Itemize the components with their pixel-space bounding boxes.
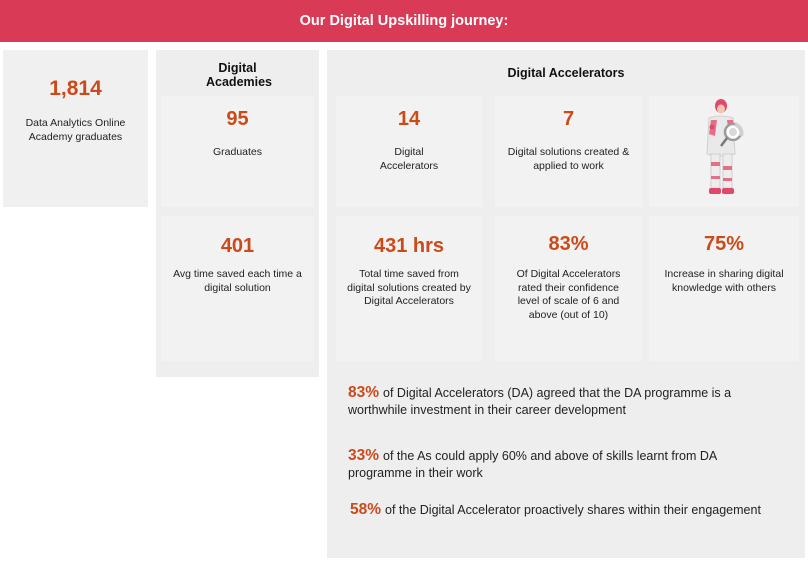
confidence-level-card: 83% Of Digital Accelerators rated their … — [495, 216, 642, 361]
academies-graduates-value: 95 — [226, 108, 249, 130]
total-time-saved-label: Total time saved from digital solutions … — [347, 268, 471, 307]
statement-skills-applied: 33% of the As could apply 60% and above o… — [348, 447, 743, 482]
page-header: Our Digital Upskilling journey: — [0, 0, 808, 42]
confidence-level-label: Of Digital Accelerators rated their conf… — [516, 268, 621, 321]
digital-accelerators-title: Digital Accelerators — [507, 66, 625, 80]
academies-graduates-card: 95 Graduates — [161, 96, 314, 207]
academies-time-saved-value: 401 — [220, 235, 255, 257]
academies-graduates-label: Graduates — [212, 146, 263, 158]
page-title: Our Digital Upskilling journey: — [299, 13, 509, 29]
statement-investment-text: of Digital Accelerators (DA) agreed that… — [348, 386, 732, 417]
illustration-card — [649, 96, 799, 207]
statement-proactive-sharing-pct: 58% — [350, 501, 382, 518]
accelerators-count-value: 14 — [397, 108, 421, 130]
statement-proactive-sharing-text: of the Digital Accelerator proactively s… — [385, 503, 761, 517]
digital-academies-panel: Digital Academies 95 Graduates 401 Avg t… — [156, 50, 319, 377]
academy-graduates-value: 1,814 — [49, 77, 102, 100]
accelerators-count-card: 14 Digital Accelerators — [336, 96, 482, 207]
total-time-saved-card: 431 hrs Total time saved from digital so… — [336, 216, 482, 361]
academy-graduates-label: Data Analytics Online Academy graduates — [25, 117, 126, 143]
statement-skills-applied-pct: 33% — [348, 447, 380, 464]
solutions-created-value: 7 — [562, 108, 575, 130]
academies-time-saved-card: 401 Avg time saved each time a digital s… — [161, 216, 314, 361]
knowledge-sharing-value: 75% — [703, 233, 745, 255]
statement-skills-applied-text: of the As could apply 60% and above of s… — [348, 449, 717, 480]
knowledge-sharing-card: 75% Increase in sharing digital knowledg… — [649, 216, 799, 361]
confidence-level-value: 83% — [548, 233, 589, 255]
statement-investment-pct: 83% — [348, 384, 380, 401]
statement-investment: 83% of Digital Accelerators (DA) agreed t… — [348, 384, 758, 419]
knowledge-sharing-label: Increase in sharing digital knowledge wi… — [664, 268, 784, 294]
digital-academies-title: Digital Academies — [206, 61, 273, 89]
solutions-created-label: Digital solutions created & applied to w… — [507, 146, 630, 172]
academy-graduates-card: 1,814 Data Analytics Online Academy grad… — [3, 50, 148, 207]
academies-time-saved-label: Avg time saved each time a digital solut… — [173, 268, 302, 294]
statement-proactive-sharing: 58% of the Digital Accelerator proactivel… — [350, 501, 800, 519]
solutions-created-card: 7 Digital solutions created & applied to… — [495, 96, 642, 207]
accelerators-count-label: Digital Accelerators — [379, 146, 439, 172]
digital-accelerators-panel: Digital Accelerators 14 Digital Accelera… — [327, 50, 805, 558]
total-time-saved-value: 431 hrs — [373, 235, 445, 257]
person-with-magnifier-illustration-icon — [706, 99, 744, 194]
